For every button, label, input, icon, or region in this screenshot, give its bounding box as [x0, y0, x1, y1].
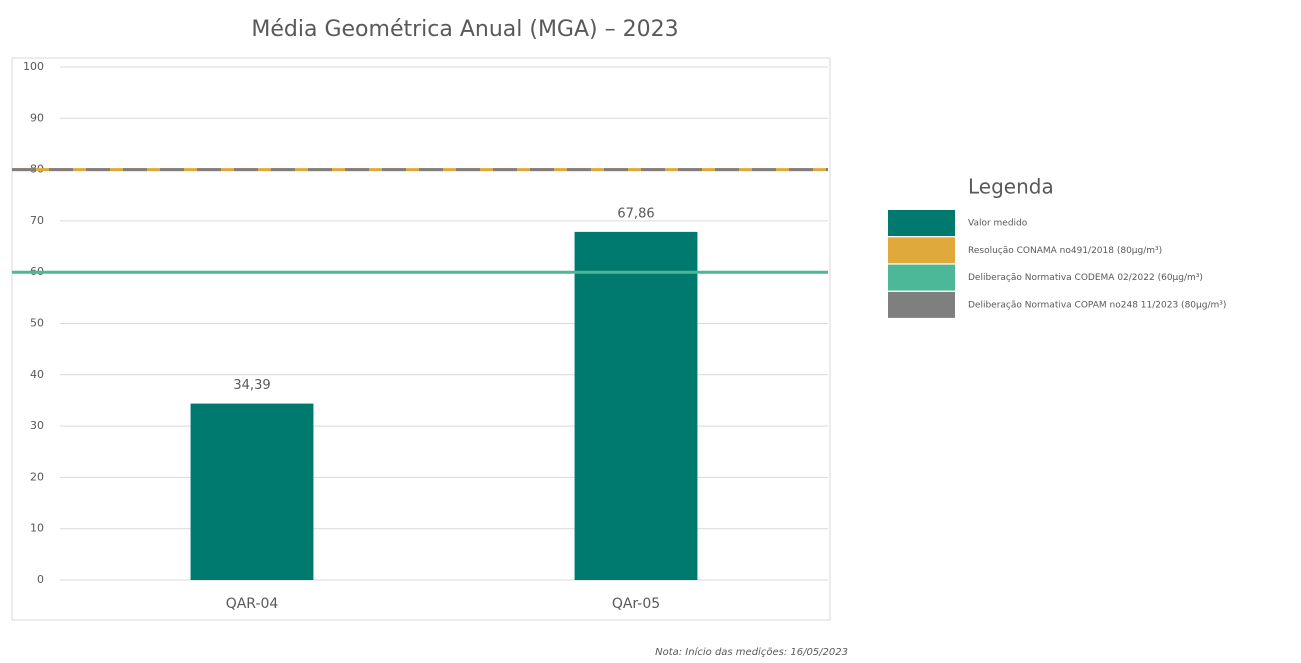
legend-title: Legenda — [968, 175, 1054, 199]
note: Nota: Início das medições: 16/05/2023 — [655, 646, 848, 658]
y-tick-label: 30 — [30, 419, 44, 432]
legend-swatch — [888, 237, 955, 264]
legend-swatch — [888, 210, 955, 236]
chart-frame — [11, 57, 831, 621]
data-label: 34,39 — [233, 378, 270, 393]
bar — [190, 403, 314, 580]
y-tick-label: 50 — [30, 317, 44, 330]
legend-label: Valor medido — [968, 219, 1028, 229]
legend-swatch — [888, 291, 955, 318]
x-tick-label: QAR-04 — [226, 596, 279, 612]
y-tick-label: 40 — [30, 368, 44, 381]
y-tick-label: 90 — [30, 111, 44, 124]
y-tick-label: 10 — [30, 522, 44, 535]
bar — [574, 231, 698, 580]
legend-label: Resolução CONAMA no491/2018 (80µg/m³) — [968, 246, 1162, 256]
legend-swatch — [888, 264, 955, 291]
legend-label: Deliberação Normativa COPAM no248 11/202… — [968, 300, 1226, 310]
x-tick-label: QAr-05 — [612, 596, 660, 612]
y-tick-label: 0 — [37, 573, 44, 586]
data-label: 67,86 — [617, 206, 654, 221]
y-tick-label: 100 — [23, 60, 44, 73]
chart-title: Média Geométrica Anual (MGA) – 2023 — [251, 17, 678, 42]
y-tick-label: 20 — [30, 470, 44, 483]
y-tick-label: 70 — [30, 214, 44, 227]
legend-label: Deliberação Normativa CODEMA 02/2022 (60… — [968, 273, 1203, 283]
